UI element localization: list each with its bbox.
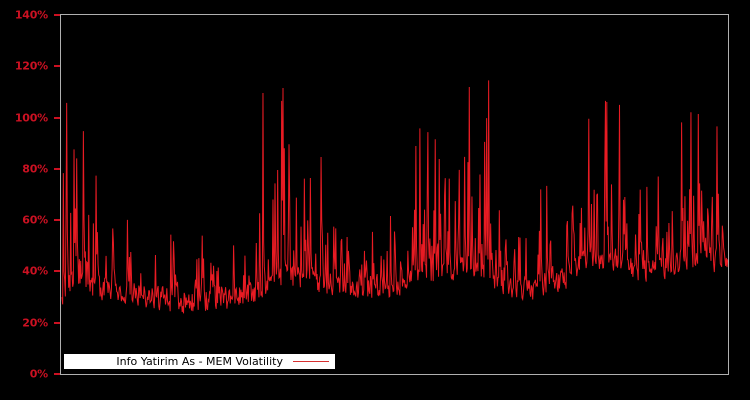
- y-axis-tick-mark: [54, 14, 60, 16]
- y-axis-tick-mark: [54, 65, 60, 68]
- y-axis-tick-mark: [54, 270, 60, 273]
- series-line: [61, 80, 728, 314]
- y-axis: 0% 20% 40% 60% 80% 100% 120% 140%: [0, 0, 60, 400]
- chart-legend[interactable]: Info Yatirim As - MEM Volatility: [64, 354, 335, 369]
- legend-label: Info Yatirim As - MEM Volatility: [116, 355, 283, 368]
- y-axis-tick-label: 100%: [14, 111, 48, 125]
- y-axis-tick-mark: [54, 219, 60, 222]
- y-axis-tick-label: 0%: [29, 367, 48, 381]
- y-axis-tick-mark: [54, 116, 60, 119]
- y-axis-tick-label: 120%: [14, 59, 48, 73]
- y-axis-tick-label: 20%: [22, 316, 48, 330]
- y-axis-tick-mark: [54, 321, 60, 324]
- y-axis-tick-label: 60%: [22, 213, 48, 227]
- y-axis-tick-label: 140%: [14, 8, 48, 22]
- plot-area: [60, 14, 729, 375]
- y-axis-tick-mark: [54, 373, 60, 375]
- y-axis-tick-label: 40%: [22, 264, 48, 278]
- y-axis-tick-label: 80%: [22, 162, 48, 176]
- legend-line-sample-icon: [293, 361, 329, 362]
- y-axis-tick-mark: [54, 167, 60, 170]
